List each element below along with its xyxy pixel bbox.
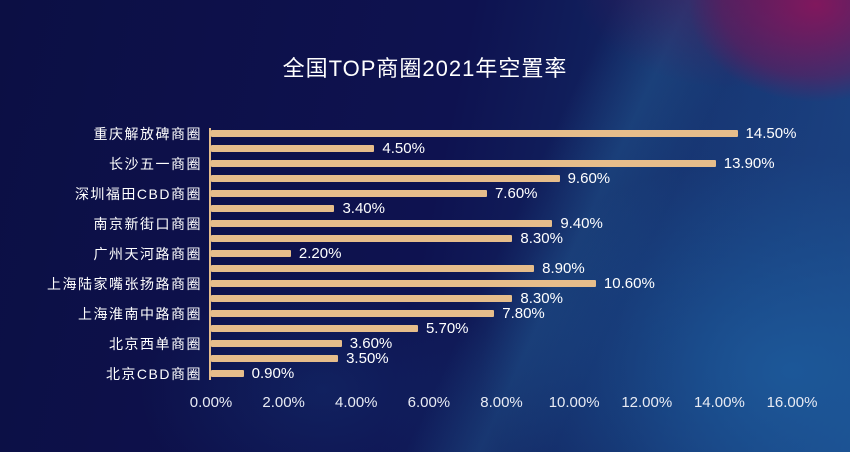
bar-track: 7.60%: [211, 185, 792, 202]
bar-rows: 重庆解放碑商圈 14.50% 4.50% 长沙五一商圈 13.90% 9.60% 深圳福田C…: [0, 125, 850, 382]
bar-row: 南京新街口商圈 9.40%: [0, 215, 850, 232]
bar: [211, 205, 335, 212]
bar: [211, 130, 738, 137]
bar: [211, 250, 291, 257]
bar-track: 3.60%: [211, 335, 792, 352]
bar: [211, 370, 244, 377]
bar-row: 8.30%: [0, 230, 850, 247]
value-label: 9.40%: [560, 215, 603, 232]
bar-row: 3.50%: [0, 350, 850, 367]
bar-track: 8.30%: [211, 290, 792, 307]
bar-track: 9.40%: [211, 215, 792, 232]
bar-track: 2.20%: [211, 245, 792, 262]
bar-track: 13.90%: [211, 155, 792, 172]
bar-row: 北京西单商圈 3.60%: [0, 335, 850, 352]
x-axis-tick: 6.00%: [407, 394, 451, 411]
bar-track: 9.60%: [211, 170, 792, 187]
bar-row: 长沙五一商圈 13.90%: [0, 155, 850, 172]
x-axis-tick: 4.00%: [334, 394, 378, 411]
value-label: 4.50%: [382, 140, 425, 157]
value-label: 14.50%: [745, 125, 797, 142]
bar-row: 5.70%: [0, 320, 850, 337]
x-axis-tick: 10.00%: [548, 394, 600, 411]
bar-row: 8.30%: [0, 290, 850, 307]
bar: [211, 145, 375, 152]
value-label: 5.70%: [425, 320, 469, 337]
bar-track: 8.90%: [211, 260, 792, 277]
category-label: 南京新街口商圈: [93, 215, 202, 232]
category-label: 上海陆家嘴张扬路商圈: [47, 275, 202, 292]
bar: [211, 190, 487, 197]
bar-row: 4.50%: [0, 140, 850, 157]
bar: [211, 265, 535, 272]
bar: [211, 160, 716, 167]
bar-track: 4.50%: [211, 140, 792, 157]
bar: [211, 175, 560, 182]
bar-track: 14.50%: [211, 125, 796, 142]
bar-row: 上海陆家嘴张扬路商圈 10.60%: [0, 275, 850, 292]
bar-track: 8.30%: [211, 230, 792, 247]
value-label: 2.20%: [298, 245, 342, 262]
value-label: 8.90%: [542, 260, 585, 277]
bar-row: 8.90%: [0, 260, 850, 277]
category-label: 上海淮南中路商圈: [78, 305, 202, 322]
bar-track: 5.70%: [211, 320, 792, 337]
value-label: 7.60%: [494, 185, 538, 202]
category-label: 北京西单商圈: [109, 335, 202, 352]
bar-track: 7.80%: [211, 305, 792, 322]
bar: [211, 235, 513, 242]
x-axis-tick: 8.00%: [480, 394, 523, 411]
bar-row: 重庆解放碑商圈 14.50%: [0, 125, 850, 142]
bar-track: 0.90%: [211, 365, 792, 382]
bar: [211, 295, 513, 302]
bar: [211, 280, 596, 287]
category-label: 重庆解放碑商圈: [93, 125, 202, 142]
bar: [211, 220, 553, 227]
x-axis-tick: 0.00%: [189, 394, 233, 411]
value-label: 3.60%: [349, 335, 393, 352]
bar: [211, 310, 495, 317]
value-label: 7.80%: [502, 305, 545, 322]
category-label: 广州天河路商圈: [93, 245, 202, 262]
chart-title: 全国TOP商圈2021年空置率: [282, 56, 568, 81]
x-axis-tick: 12.00%: [621, 394, 673, 411]
bar-row: 广州天河路商圈 2.20%: [0, 245, 850, 262]
x-axis-tick: 2.00%: [262, 394, 305, 411]
bar-row: 上海淮南中路商圈 7.80%: [0, 305, 850, 322]
bar-track: 3.40%: [211, 200, 792, 217]
y-axis-line: [209, 128, 211, 380]
x-axis-tick: 16.00%: [766, 394, 818, 411]
bar-track: 10.60%: [211, 275, 792, 292]
value-label: 3.50%: [346, 350, 389, 367]
x-axis: 0.00% 2.00% 4.00% 6.00% 8.00% 10.00% 12.00% 14.…: [190, 394, 818, 411]
x-axis-tick: 14.00%: [693, 394, 745, 411]
value-label: 10.60%: [603, 275, 655, 292]
bar-row: 9.60%: [0, 170, 850, 187]
bar: [211, 340, 342, 347]
value-label: 8.30%: [520, 290, 563, 307]
category-label: 深圳福田CBD商圈: [74, 185, 202, 202]
bar: [211, 355, 339, 362]
value-label: 8.30%: [520, 230, 563, 247]
bar-row: 3.40%: [0, 200, 850, 217]
bar-row: 北京CBD商圈 0.90%: [0, 365, 850, 382]
value-label: 13.90%: [723, 155, 775, 172]
bar: [211, 325, 418, 332]
category-label: 北京CBD商圈: [105, 365, 202, 382]
bar-track: 3.50%: [211, 350, 792, 367]
value-label: 0.90%: [251, 365, 295, 382]
bar-row: 深圳福田CBD商圈 7.60%: [0, 185, 850, 202]
value-label: 3.40%: [342, 200, 385, 217]
category-label: 长沙五一商圈: [109, 155, 202, 172]
value-label: 9.60%: [567, 170, 611, 187]
